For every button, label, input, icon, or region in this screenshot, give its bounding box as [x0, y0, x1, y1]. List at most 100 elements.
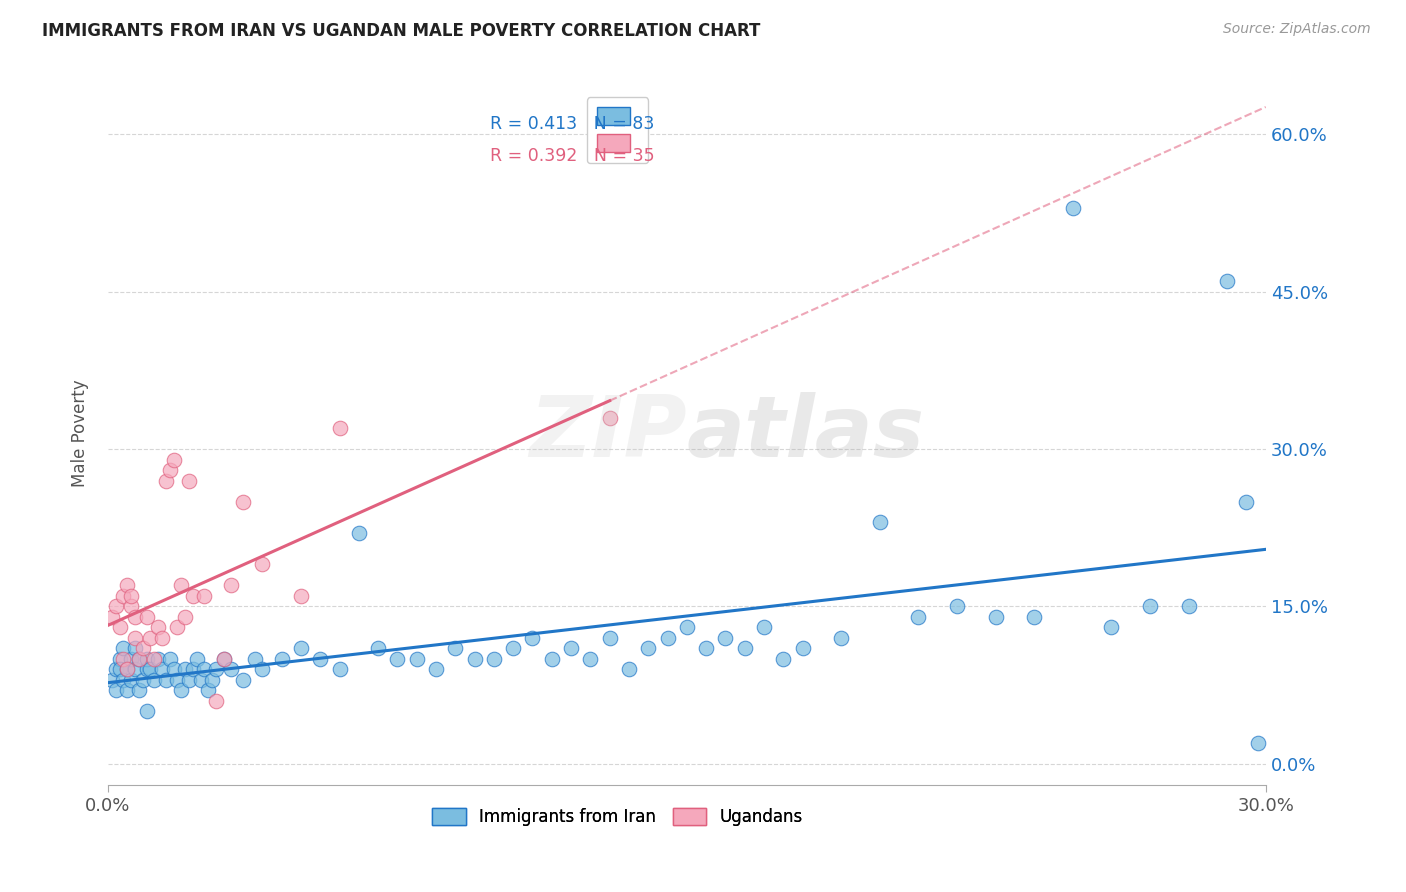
Point	[205, 694, 228, 708]
Point	[201, 673, 224, 687]
Point	[159, 652, 181, 666]
Point	[482, 652, 505, 666]
Point	[1177, 599, 1199, 614]
Point	[869, 516, 891, 530]
Point	[135, 652, 157, 666]
Point	[464, 652, 486, 666]
Point	[946, 599, 969, 614]
Point	[128, 652, 150, 666]
Point	[197, 683, 219, 698]
Point	[162, 452, 184, 467]
Point	[150, 662, 173, 676]
Point	[599, 631, 621, 645]
Point	[150, 631, 173, 645]
Point	[120, 589, 142, 603]
Point	[252, 558, 274, 572]
Point	[155, 673, 177, 687]
Point	[502, 641, 524, 656]
Point	[120, 599, 142, 614]
Point	[367, 641, 389, 656]
Point	[181, 662, 204, 676]
Text: R = 0.413   N = 83: R = 0.413 N = 83	[491, 115, 654, 133]
Point	[117, 683, 139, 698]
Point	[174, 610, 197, 624]
Point	[186, 652, 208, 666]
Text: atlas: atlas	[688, 392, 925, 475]
Legend: Immigrants from Iran, Ugandans: Immigrants from Iran, Ugandans	[426, 801, 808, 832]
Point	[190, 673, 212, 687]
Point	[177, 474, 200, 488]
Point	[907, 610, 929, 624]
Point	[444, 641, 467, 656]
Point	[387, 652, 409, 666]
Point	[155, 474, 177, 488]
Point	[347, 526, 370, 541]
Point	[117, 662, 139, 676]
Point	[637, 641, 659, 656]
Point	[1099, 620, 1122, 634]
Text: IMMIGRANTS FROM IRAN VS UGANDAN MALE POVERTY CORRELATION CHART: IMMIGRANTS FROM IRAN VS UGANDAN MALE POV…	[42, 22, 761, 40]
Point	[177, 673, 200, 687]
Point	[830, 631, 852, 645]
Point	[143, 652, 166, 666]
Point	[117, 662, 139, 676]
Point	[270, 652, 292, 666]
Point	[676, 620, 699, 634]
Point	[120, 673, 142, 687]
Point	[166, 673, 188, 687]
Point	[104, 683, 127, 698]
Point	[560, 641, 582, 656]
Point	[212, 652, 235, 666]
Point	[1062, 201, 1084, 215]
Point	[132, 641, 155, 656]
Point	[425, 662, 447, 676]
Point	[104, 599, 127, 614]
Point	[108, 662, 131, 676]
Point	[290, 589, 312, 603]
Point	[579, 652, 602, 666]
Point	[112, 652, 135, 666]
Point	[522, 631, 544, 645]
Point	[1024, 610, 1046, 624]
Point	[252, 662, 274, 676]
Point	[135, 662, 157, 676]
Point	[714, 631, 737, 645]
Point	[328, 662, 350, 676]
Point	[112, 641, 135, 656]
Point	[159, 463, 181, 477]
Point	[128, 652, 150, 666]
Point	[135, 704, 157, 718]
Point	[181, 589, 204, 603]
Point	[124, 610, 146, 624]
Text: Source: ZipAtlas.com: Source: ZipAtlas.com	[1223, 22, 1371, 37]
Point	[120, 652, 142, 666]
Point	[1216, 274, 1239, 288]
Point	[132, 673, 155, 687]
Point	[657, 631, 679, 645]
Point	[117, 578, 139, 592]
Point	[221, 578, 243, 592]
Point	[193, 589, 215, 603]
Point	[101, 673, 124, 687]
Point	[1247, 736, 1270, 750]
Point	[309, 652, 332, 666]
Point	[146, 652, 169, 666]
Point	[124, 631, 146, 645]
Point	[124, 662, 146, 676]
Point	[232, 673, 254, 687]
Point	[143, 673, 166, 687]
Point	[772, 652, 794, 666]
Point	[104, 662, 127, 676]
Text: R = 0.392   N = 35: R = 0.392 N = 35	[491, 146, 655, 165]
Point	[193, 662, 215, 676]
Point	[405, 652, 427, 666]
Point	[162, 662, 184, 676]
Point	[108, 652, 131, 666]
Point	[108, 620, 131, 634]
Point	[146, 620, 169, 634]
Point	[984, 610, 1007, 624]
Point	[166, 620, 188, 634]
Point	[1139, 599, 1161, 614]
Point	[205, 662, 228, 676]
Point	[752, 620, 775, 634]
